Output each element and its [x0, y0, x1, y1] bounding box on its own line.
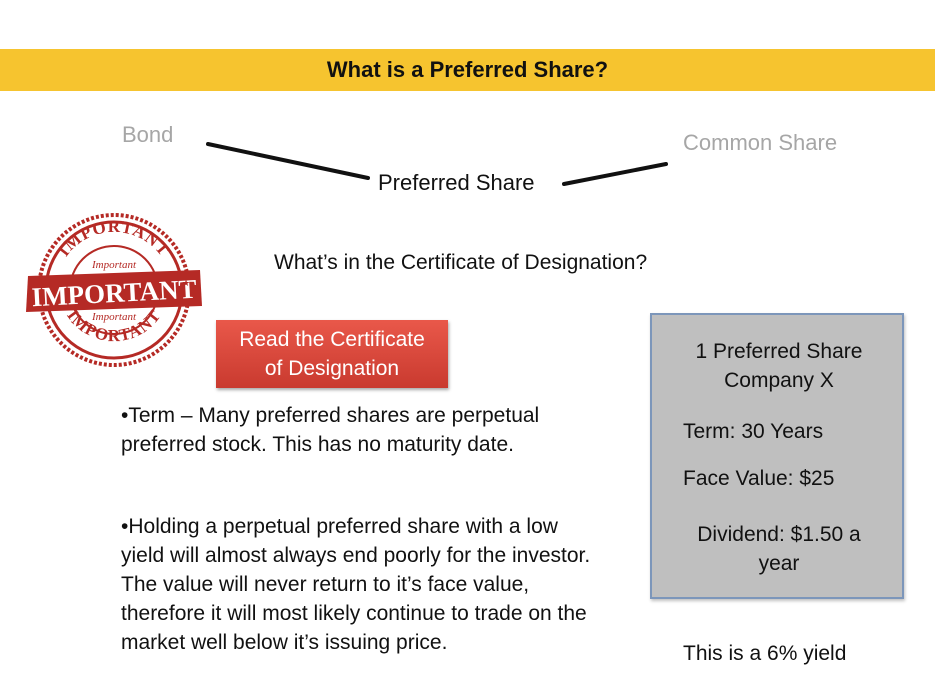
bond-connector-line	[206, 142, 370, 180]
important-stamp-icon: IMPORTANT IMPORTANT Important Important …	[26, 213, 202, 367]
svg-text:★: ★	[182, 278, 190, 288]
box-heading-line-1: 1 Preferred Share	[695, 340, 863, 363]
read-button-line-1: Read the Certificate	[239, 328, 425, 351]
yield-note: This is a 6% yield	[683, 642, 847, 665]
title-bar: What is a Preferred Share?	[0, 49, 935, 91]
preferred-share-label: Preferred Share	[378, 170, 535, 195]
svg-text:★: ★	[40, 278, 48, 288]
box-face-value: Face Value: $25	[683, 467, 835, 490]
certificate-question: What’s in the Certificate of Designation…	[274, 251, 648, 274]
box-term: Term: 30 Years	[683, 420, 824, 443]
term-paragraph: •Term – Many preferred shares are perpet…	[121, 404, 540, 456]
box-dividend-line-2: year	[758, 552, 800, 575]
common-connector-line	[562, 162, 668, 186]
perpetual-paragraph: •Holding a perpetual preferred share wit…	[121, 515, 591, 654]
box-heading: 1 Preferred Share Company X	[652, 337, 906, 395]
box-heading-line-2: Company X	[724, 369, 834, 392]
box-dividend: Dividend: $1.50 a year	[652, 520, 906, 578]
bond-label: Bond	[122, 122, 174, 147]
page-title: What is a Preferred Share?	[326, 57, 609, 82]
svg-text:Important: Important	[91, 311, 137, 323]
common-share-label: Common Share	[683, 130, 838, 155]
example-share-box: 1 Preferred Share Company X Term: 30 Yea…	[650, 313, 904, 599]
box-dividend-line-1: Dividend: $1.50 a	[697, 523, 861, 546]
read-button-line-2: of Designation	[264, 357, 400, 380]
svg-text:IMPORTANT: IMPORTANT	[54, 217, 174, 260]
read-certificate-button[interactable]: Read the Certificate of Designation	[216, 320, 448, 388]
svg-text:Important: Important	[91, 259, 137, 271]
